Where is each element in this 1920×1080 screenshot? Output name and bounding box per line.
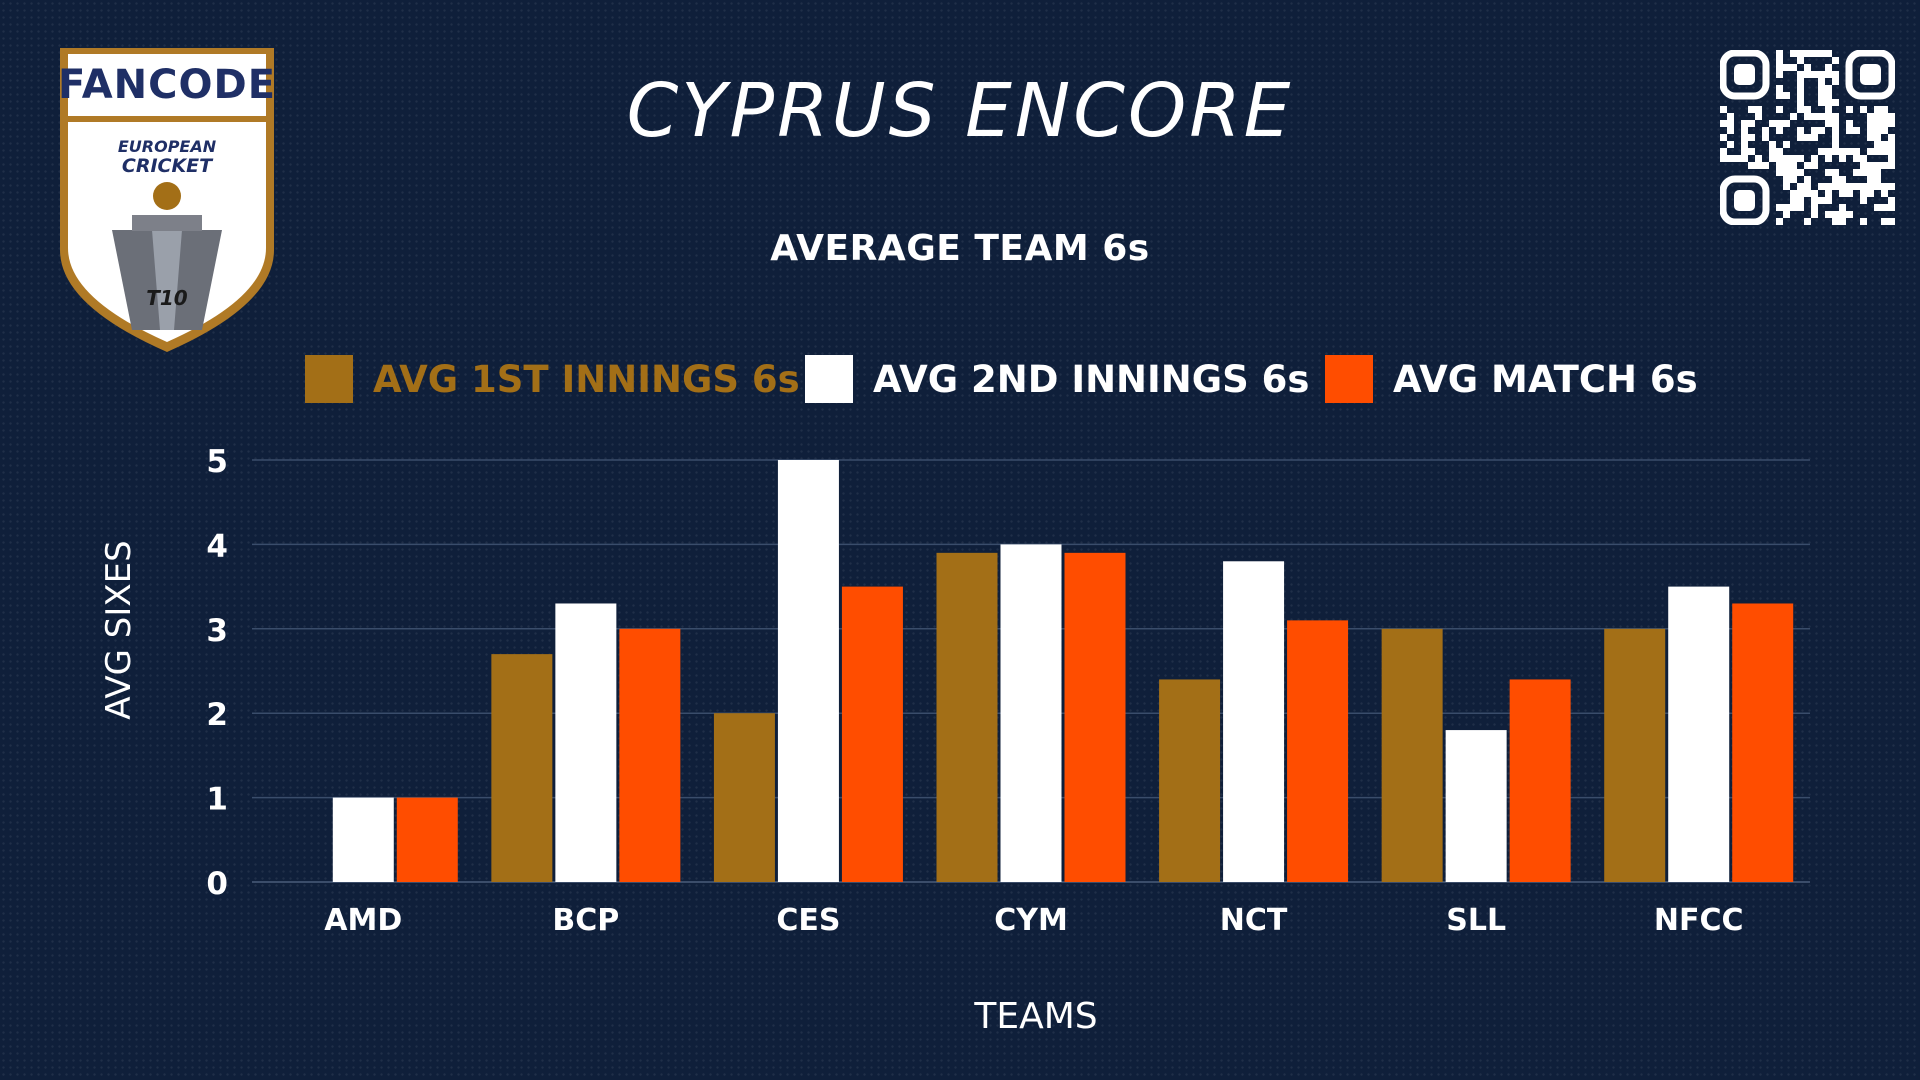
bar-cym-series-1 xyxy=(936,552,998,882)
logo-line2: CRICKET xyxy=(122,155,214,177)
cricket-ball-icon xyxy=(153,182,181,210)
y-tick-label: 5 xyxy=(206,444,228,480)
x-tick-label: BCP xyxy=(552,903,619,938)
y-tick-label: 4 xyxy=(206,528,228,564)
bar-bcp-series-1 xyxy=(491,654,553,882)
legend-swatch-second-innings xyxy=(805,355,853,403)
logo-badge: T10 xyxy=(146,286,188,310)
bar-ces-series-3 xyxy=(841,586,903,882)
bar-amd-series-2 xyxy=(332,797,394,882)
bar-nct-series-2 xyxy=(1223,561,1285,882)
logo-brand: FANCODE xyxy=(58,62,276,108)
x-tick-label: CYM xyxy=(994,903,1068,938)
legend-swatch-match xyxy=(1325,355,1373,403)
bar-nct-series-1 xyxy=(1159,679,1221,882)
x-tick-label: CES xyxy=(776,903,840,938)
bar-sll-series-3 xyxy=(1509,679,1571,882)
x-tick-label: SLL xyxy=(1446,903,1506,938)
legend-item-second-innings: AVG 2ND INNINGS 6s xyxy=(805,352,1309,406)
legend-label-second-innings: AVG 2ND INNINGS 6s xyxy=(873,357,1310,401)
qr-code-icon xyxy=(1719,49,1896,226)
y-tick-label: 0 xyxy=(206,866,228,902)
fancode-european-cricket-logo: FANCODE EUROPEAN CRICKET T10 xyxy=(52,40,282,360)
bar-nfcc-series-2 xyxy=(1668,586,1730,882)
legend-item-first-innings: AVG 1ST INNINGS 6s xyxy=(305,352,800,406)
bar-cym-series-3 xyxy=(1064,552,1126,882)
bar-nfcc-series-1 xyxy=(1604,628,1666,882)
legend-swatch-first-innings xyxy=(305,355,353,403)
bar-bcp-series-2 xyxy=(555,603,617,882)
bar-nct-series-3 xyxy=(1287,620,1349,882)
legend-label-match: AVG MATCH 6s xyxy=(1393,357,1698,401)
x-tick-label: AMD xyxy=(324,903,402,938)
bar-sll-series-2 xyxy=(1445,730,1507,882)
x-axis-label: TEAMS xyxy=(973,996,1097,1037)
bar-cym-series-2 xyxy=(1000,544,1062,882)
y-tick-label: 3 xyxy=(206,613,228,649)
bar-sll-series-1 xyxy=(1381,628,1443,882)
x-tick-label: NCT xyxy=(1220,903,1288,938)
page-title: CYPRUS ENCORE xyxy=(626,68,1294,154)
bar-ces-series-2 xyxy=(777,460,839,882)
bar-ces-series-1 xyxy=(713,713,775,882)
logo-line1: EUROPEAN xyxy=(118,137,217,156)
bar-amd-series-3 xyxy=(396,797,458,882)
y-axis-label: AVG SIXES xyxy=(99,540,139,719)
legend-item-match: AVG MATCH 6s xyxy=(1325,352,1698,406)
chart-legend: AVG 1ST INNINGS 6s AVG 2ND INNINGS 6s AV… xyxy=(0,352,1920,406)
x-tick-label: NFCC xyxy=(1654,903,1744,938)
bar-bcp-series-3 xyxy=(619,628,681,882)
y-tick-label: 1 xyxy=(206,782,228,818)
chart-title: AVERAGE TEAM 6s xyxy=(770,228,1150,269)
legend-label-first-innings: AVG 1ST INNINGS 6s xyxy=(373,357,800,401)
y-tick-label: 2 xyxy=(206,697,228,733)
bar-nfcc-series-3 xyxy=(1732,603,1794,882)
